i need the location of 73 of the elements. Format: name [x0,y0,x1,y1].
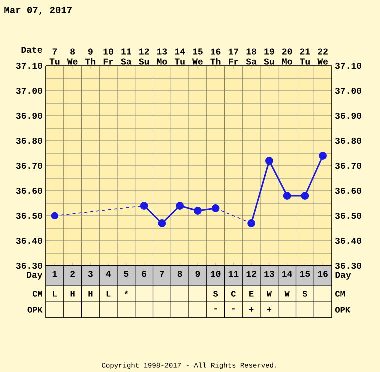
text: + [267,308,272,312]
x-axis-title: Day [27,272,43,280]
y2-tick-label: 36.90 [335,112,362,120]
y-tick-label: 37.10 [16,62,42,70]
text: Day [336,272,352,280]
y-tick-label: 36.60 [16,188,42,194]
y-tick-label: 36.30 [16,262,42,270]
text: + [249,308,254,312]
text: W [266,291,272,297]
y2-tick-label: 36.30 [335,262,362,270]
x2-tick-label: 7 Tu [50,48,60,65]
text: C [231,291,236,297]
x2-tick-label: 14 Tu [174,48,186,65]
x-tick-label: 9 [196,271,200,278]
text: - [214,308,218,310]
x2-tick-label: 19 Su [264,48,274,65]
x2-tick-label: 16 Th [210,48,221,65]
x-tick-label: 1 [52,271,58,277]
y2-tick-label: 36.60 [335,188,362,194]
text: H [88,291,93,297]
category-label: OPK [335,307,350,313]
x2-tick-label: 18 Sa [246,48,257,65]
text: - [232,308,235,310]
x2-tick-label: 20 Mo [282,48,292,65]
text: H [70,291,75,297]
chart-title: Mar 07, 2017 [4,6,72,16]
x-tick-label: 3 [88,271,93,278]
x2-tick-label: 8 We [67,48,78,65]
text: L [106,291,111,297]
x2-tick-label: 13 Mo [157,48,168,65]
x2-tick-label: 21 Tu [300,48,310,65]
x-tick-label: 4 [106,271,112,277]
category-label: CM [336,291,345,297]
x-tick-label: 16 [318,271,328,278]
x-tick-label: 11 [228,271,239,277]
x-tick-label: 6 [142,271,147,278]
x-tick-label: 15 [300,271,310,278]
x-tick-label: 7 [160,271,164,277]
y-tick-label: 36.80 [16,138,42,144]
y2-tick-label: 36.70 [335,162,362,170]
x2-tick-label: 12 Su [139,48,150,65]
y2-tick-label: 36.80 [335,138,362,144]
text: S [213,291,218,297]
x-tick-label: 13 [264,271,274,278]
text: E [250,291,254,297]
text: S [302,291,308,297]
category-label: CM [32,291,42,297]
x2-tick-label: 11 Sa [121,48,132,65]
x2-tick-label: 9 Th [86,48,96,65]
x2-tick-label: 15 We [192,48,203,65]
x2-tick-label: 22 We [318,48,328,65]
y-tick-label: 36.70 [16,162,42,170]
y-tick-label: 36.40 [16,238,42,244]
x2-tick-label: 10 Fr [104,48,114,65]
text: L [53,291,58,297]
x-tick-label: 14 [282,271,292,277]
y2-tick-label: 36.40 [335,238,362,244]
x2-axis-title: Date [22,46,42,54]
y-tick-label: 37.00 [16,88,42,94]
text: * [124,290,128,294]
text: W [284,291,290,297]
y-tick-label: 36.50 [16,212,42,220]
y-tick-label: 36.90 [16,112,42,120]
y2-tick-label: 37.00 [335,88,362,94]
y2-tick-label: 37.10 [335,62,362,70]
x-tick-label: 5 [124,271,129,278]
x2-tick-label: 17 Fr [228,48,238,65]
category-label: OPK [28,307,43,313]
x-tick-label: 8 [178,271,182,278]
x-tick-label: 2 [70,271,75,278]
x-tick-label: 10 [211,271,221,278]
x-tick-label: 12 [246,271,256,278]
y2-tick-label: 36.50 [335,212,362,220]
